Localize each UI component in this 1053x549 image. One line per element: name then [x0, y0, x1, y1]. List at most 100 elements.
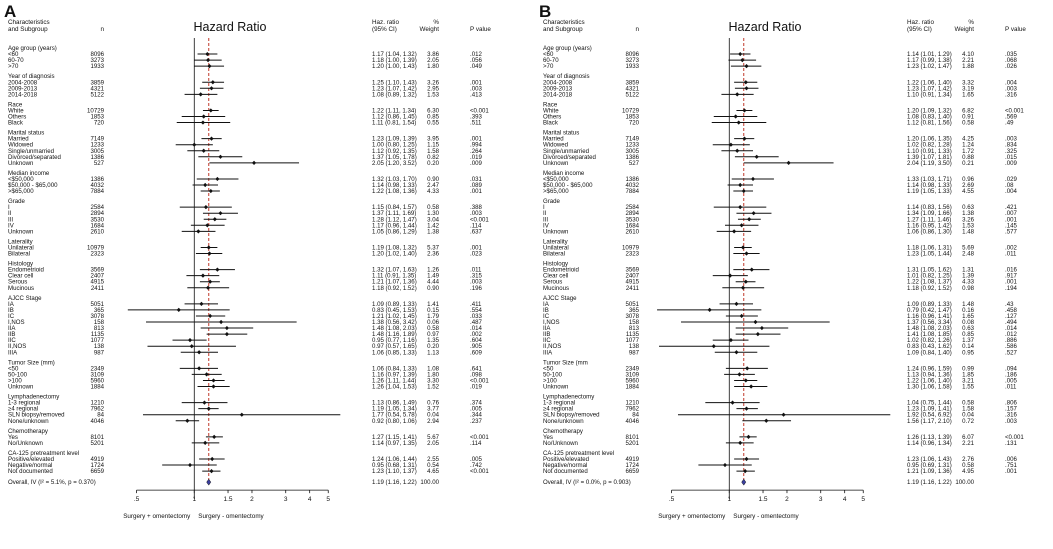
row-hr-ci: 1.23 (1.02, 1.47)	[907, 63, 952, 70]
row-label: Divorced/separated	[8, 154, 61, 161]
row-n: 5960	[90, 377, 104, 384]
row-hr-ci: 1.25 (1.10, 1.43)	[372, 79, 417, 86]
point-estimate	[732, 229, 737, 234]
row-hr-ci: 1.16 (0.95, 1.42)	[907, 222, 952, 229]
row-weight: 1.53	[962, 222, 974, 229]
point-estimate	[215, 176, 220, 182]
row-p: .005	[470, 406, 482, 413]
row-p: .056	[470, 57, 482, 64]
header-group: Characteristics	[543, 19, 585, 26]
row-hr-ci: 1.26 (1.11, 1.44)	[372, 377, 416, 384]
group-title: Chemotherapy	[8, 428, 49, 435]
header-hr: Haz. ratio	[907, 19, 934, 26]
row-p: .637	[470, 228, 482, 235]
row-label: >100	[543, 377, 557, 384]
row-p: .003	[470, 210, 482, 217]
row-p: .131	[1005, 440, 1017, 447]
point-estimate	[730, 400, 735, 405]
row-hr-ci: 1.26 (1.04, 1.53)	[372, 384, 417, 391]
row-hr-ci: 1.32 (1.03, 1.70)	[372, 176, 417, 183]
x-tick-label: 3	[284, 496, 288, 503]
point-estimate	[740, 58, 745, 63]
row-n: 813	[94, 325, 105, 332]
row-weight: 0.15	[427, 307, 439, 314]
point-estimate	[743, 279, 748, 284]
point-estimate	[738, 440, 743, 445]
row-p: .127	[1005, 313, 1017, 320]
row-weight: 4.65	[427, 468, 439, 475]
row-weight: 0.16	[962, 307, 974, 314]
row-weight: 4.25	[962, 136, 974, 143]
row-hr-ci: 0.95 (0.68, 1.31)	[372, 462, 417, 469]
row-label: Others	[543, 114, 561, 121]
row-hr-ci: 1.22 (1.08, 1.37)	[907, 279, 952, 286]
row-weight: 1.37	[962, 337, 974, 344]
row-p: .003	[1005, 418, 1017, 425]
row-hr-ci: 1.92 (0.54, 6.92)	[907, 412, 952, 419]
row-hr-ci: 1.17 (0.99, 1.38)	[907, 57, 952, 64]
xlabel-left: Surgery + omentectomy	[658, 513, 726, 520]
row-weight: 0.20	[427, 160, 439, 167]
row-hr-ci: 1.08 (0.83, 1.40)	[907, 114, 952, 121]
chart-title: Hazard Ratio	[729, 20, 802, 34]
row-p: .114	[470, 440, 482, 447]
group-title: CA-125 pretreatment level	[543, 450, 614, 457]
row-label: Unknown	[8, 160, 33, 167]
row-n: 138	[629, 343, 640, 350]
point-estimate	[742, 108, 747, 113]
row-n: 8096	[90, 51, 104, 58]
row-p: .003	[1005, 85, 1017, 92]
point-estimate	[744, 64, 749, 69]
point-estimate	[754, 154, 759, 159]
row-hr-ci: 1.16 (0.97, 1.39)	[372, 371, 417, 378]
row-p: .641	[470, 365, 482, 372]
point-estimate	[209, 136, 214, 141]
row-weight: 0.63	[962, 325, 974, 332]
row-label: No/Unknown	[543, 440, 578, 447]
x-tick-label: 5	[861, 496, 865, 503]
row-weight: 1.30	[427, 210, 439, 217]
overall-label: Overall, IV (I² = 0.0%, p = 0.903)	[543, 479, 631, 486]
group-title: Lymphadenectomy	[8, 394, 60, 401]
overall-hr-ci: 1.19 (1.16, 1.22)	[372, 479, 417, 486]
row-p: .005	[1005, 377, 1017, 384]
row-p: .494	[1005, 319, 1017, 326]
point-estimate	[215, 267, 220, 272]
group-title: Race	[8, 101, 23, 108]
row-hr-ci: 1.23 (1.07, 1.42)	[372, 85, 417, 92]
row-p: .569	[1005, 114, 1017, 121]
row-n: 84	[97, 412, 104, 419]
row-hr-ci: 0.83 (0.43, 1.62)	[907, 343, 952, 350]
row-label: Clear cell	[8, 273, 33, 280]
row-label: Unilateral	[8, 244, 34, 251]
row-label: I	[543, 204, 545, 211]
group-title: Tumor Size (mm	[543, 359, 588, 366]
x-tick-label: 2	[785, 496, 789, 503]
group-title: Laterality	[543, 238, 569, 245]
row-weight: 0.58	[962, 400, 974, 407]
row-p: .751	[1005, 462, 1017, 469]
row-weight: 2.76	[962, 456, 974, 463]
row-n: 7884	[625, 188, 639, 195]
point-estimate	[201, 114, 206, 119]
row-n: 1210	[90, 400, 104, 407]
overall-diamond	[741, 478, 747, 486]
row-weight: 4.44	[427, 279, 439, 286]
row-hr-ci: 1.28 (1.12, 1.47)	[372, 216, 417, 223]
row-label: IV	[8, 222, 15, 229]
row-hr-ci: 1.10 (0.91, 1.34)	[907, 91, 952, 98]
row-hr-ci: 1.23 (1.09, 1.39)	[372, 136, 417, 143]
group-title: Age group (years)	[8, 45, 57, 52]
x-tick-label: 1	[727, 496, 731, 503]
row-weight: 0.58	[427, 204, 439, 211]
row-weight: 2.69	[962, 182, 974, 189]
row-hr-ci: 1.19 (1.05, 1.33)	[907, 188, 952, 195]
point-estimate	[747, 217, 752, 222]
row-p: .586	[1005, 343, 1017, 350]
row-weight: 6.82	[962, 107, 974, 114]
row-n: 6659	[625, 468, 639, 475]
row-hr-ci: 1.15 (0.84, 1.57)	[372, 204, 417, 211]
row-label: Yes	[8, 434, 18, 441]
overall-label: Overall, IV (I² = 5.1%, p = 0.370)	[8, 479, 96, 486]
